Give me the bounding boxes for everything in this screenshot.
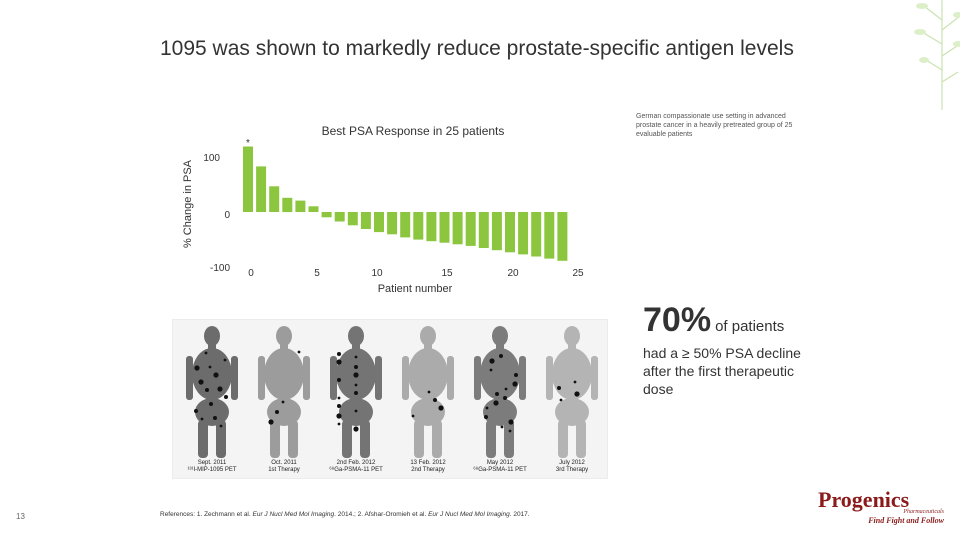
bar-patient-24 — [544, 212, 555, 259]
stat-value: 70% — [643, 301, 712, 339]
bar-patient-21 — [505, 212, 515, 253]
scan-caption: Oct. 2011 1st Therapy — [249, 460, 319, 474]
bar-patient-10 — [360, 212, 371, 229]
scan-image — [402, 326, 454, 458]
bar-patient-25 — [557, 212, 568, 261]
bar-patient-15 — [426, 212, 437, 242]
x-axis-label: Patient number — [378, 283, 453, 295]
references-middle: . 2014.; 2. Afshar-Oromieh et al. — [334, 511, 429, 518]
bar-patient-11 — [374, 212, 384, 233]
bar-patient-13 — [400, 212, 411, 238]
y-axis-label: % Change in PSA — [182, 159, 194, 248]
bar-patient-17 — [452, 212, 463, 245]
x-tick-label: 20 — [507, 268, 519, 279]
scan-images-panel: Sept. 2011 ¹³¹I-MIP-1095 PET Oct. 2011 1st … — [172, 319, 608, 479]
references-journal-1: Eur J Nucl Med Mol Imaging — [252, 511, 335, 518]
scan-date: July 2012 — [559, 460, 585, 466]
x-tick-label: 10 — [371, 268, 383, 279]
y-tick-label-0: 0 — [224, 210, 230, 221]
logo-name: Progenics — [818, 487, 910, 512]
scan-date: Oct. 2011 — [271, 460, 297, 466]
references: References: 1. Zechmann et al. Eur J Nuc… — [160, 511, 660, 518]
x-tick-label: 15 — [441, 268, 453, 279]
references-prefix: References: 1. Zechmann et al. — [160, 511, 253, 518]
scan-date: 2nd Feb. 2012 — [336, 460, 376, 466]
page-number: 13 — [16, 512, 25, 521]
psa-response-chart: Best PSA Response in 25 patients % Chang… — [182, 124, 584, 295]
bar-patient-19 — [478, 212, 489, 248]
annotation-asterisk: * — [246, 138, 250, 149]
scan-caption: July 2012 3rd Therapy — [537, 460, 607, 474]
bars-group — [243, 146, 568, 261]
scan-label: 2nd Therapy — [411, 467, 445, 473]
bar-patient-3 — [269, 186, 280, 212]
scan-caption: 13 Feb. 2012 2nd Therapy — [393, 460, 463, 474]
bar-patient-4 — [282, 197, 293, 213]
x-ticks-group: 0 5 10 15 20 25 — [248, 268, 584, 279]
scan-image — [258, 326, 310, 458]
bar-patient-5 — [295, 200, 306, 212]
scan-date: Sept. 2011 — [197, 460, 227, 466]
stat-block: 70% of patients had a ≥ 50% PSA decline a… — [643, 300, 823, 398]
chart-title: Best PSA Response in 25 patients — [322, 124, 505, 138]
x-tick-label: 0 — [248, 268, 254, 279]
logo-subtitle: Pharmaceuticals — [903, 509, 944, 515]
stat-description: had a ≥ 50% PSA decline after the first … — [643, 345, 801, 397]
x-tick-label: 25 — [572, 268, 584, 279]
scan-label: ⁶⁸Ga-PSMA-11 PET — [473, 467, 527, 473]
logo-tagline: Find Fight and Follow — [868, 516, 944, 525]
scan-label: ⁶⁸Ga-PSMA-11 PET — [329, 467, 383, 473]
stat-unit: of patients — [715, 318, 785, 335]
bar-patient-7 — [321, 212, 332, 218]
leaf-decoration-icon — [914, 0, 960, 110]
scan-label: ¹³¹I-MIP-1095 PET — [187, 467, 237, 473]
bar-patient-9 — [347, 212, 358, 226]
scan-date: May 2012 — [486, 460, 514, 466]
slide-title: 1095 was shown to markedly reduce prosta… — [160, 37, 794, 60]
y-tick-label-100: 100 — [203, 153, 220, 164]
scan-label: 1st Therapy — [268, 467, 300, 473]
scan-image — [546, 326, 598, 458]
bar-patient-6 — [308, 206, 319, 212]
references-suffix: . 2017. — [509, 511, 530, 518]
bar-patient-12 — [387, 212, 398, 235]
bar-patient-14 — [413, 212, 424, 240]
bar-patient-16 — [439, 212, 450, 243]
company-logo: Progenics Pharmaceuticals Find Fight and… — [818, 489, 944, 529]
y-tick-label-minus-100: -100 — [210, 263, 230, 274]
stat-headline: 70% of patients — [643, 300, 823, 340]
side-note: German compassionate use setting in adva… — [636, 113, 793, 138]
bar-patient-20 — [491, 212, 502, 251]
scan-caption: Sept. 2011 ¹³¹I-MIP-1095 PET — [177, 460, 247, 474]
bar-patient-1 — [243, 146, 253, 212]
scan-date: 13 Feb. 2012 — [410, 460, 446, 466]
scan-image — [330, 326, 382, 458]
scan-label: 3rd Therapy — [555, 467, 589, 473]
scan-image — [186, 326, 238, 458]
bar-patient-2 — [256, 166, 267, 212]
scan-caption: 2nd Feb. 2012 ⁶⁸Ga-PSMA-11 PET — [321, 460, 391, 474]
scan-image — [474, 326, 526, 458]
bar-patient-23 — [531, 212, 542, 257]
scan-caption: May 2012 ⁶⁸Ga-PSMA-11 PET — [465, 460, 535, 474]
x-tick-label: 5 — [314, 268, 320, 279]
bar-patient-8 — [334, 212, 345, 222]
bar-patient-22 — [518, 212, 529, 255]
references-journal-2: Eur J Nucl Med Mol Imaging — [428, 511, 510, 518]
bar-patient-18 — [465, 212, 476, 246]
